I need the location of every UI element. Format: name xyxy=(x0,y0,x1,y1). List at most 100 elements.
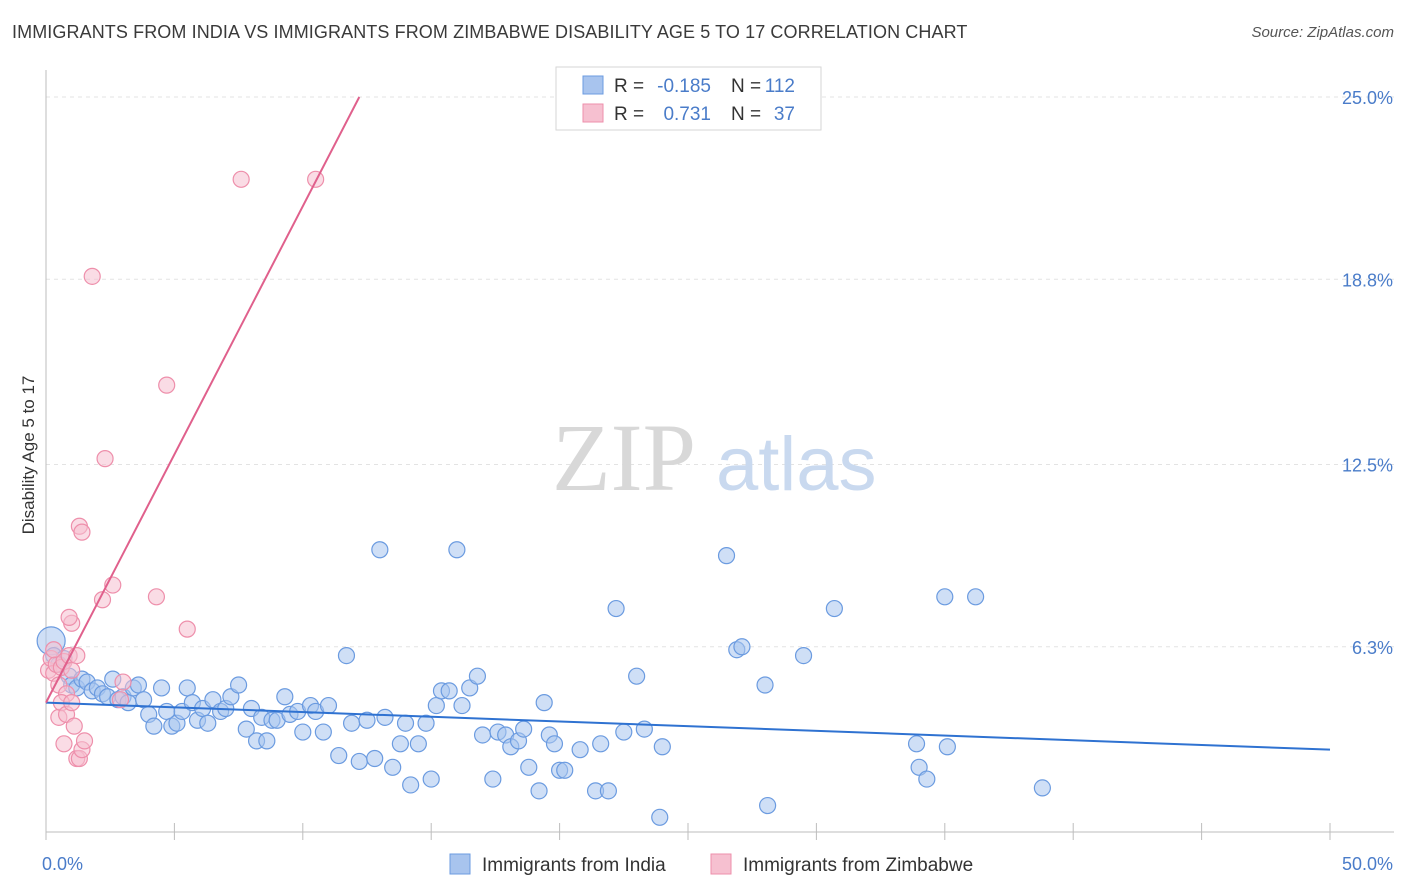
legend-r-label-india: R = xyxy=(614,76,644,97)
y-tick-label: 18.8% xyxy=(1342,270,1393,290)
zimbabwe-trend-line xyxy=(45,96,361,704)
india-point xyxy=(571,741,589,759)
india-point xyxy=(733,638,751,656)
zimbabwe-point xyxy=(65,717,83,735)
india-point xyxy=(178,679,196,697)
india-point xyxy=(409,735,427,753)
india-point xyxy=(152,679,171,697)
india-point xyxy=(607,599,625,618)
india-point xyxy=(384,758,402,776)
india-point xyxy=(1033,779,1051,797)
india-point xyxy=(350,752,368,771)
india-point xyxy=(468,667,487,685)
legend-n-value-zimbabwe: 37 xyxy=(774,104,795,125)
india-point xyxy=(319,696,338,715)
india-point xyxy=(376,708,394,726)
bottom-legend: Immigrants from India Immigrants from Zi… xyxy=(449,853,973,876)
india-point xyxy=(366,749,384,768)
correlation-legend: R = -0.185 N = 112 R = 0.731 N = 37 xyxy=(555,66,822,131)
legend-r-value-zimbabwe: 0.731 xyxy=(663,104,711,125)
india-point xyxy=(825,599,843,618)
india-point xyxy=(473,726,492,744)
india-point xyxy=(520,758,538,776)
india-point xyxy=(391,735,409,753)
zimbabwe-point xyxy=(147,588,166,606)
grid-lines xyxy=(46,96,1394,648)
legend-r-label-zimbabwe: R = xyxy=(614,104,644,125)
legend-n-value-india: 112 xyxy=(765,76,795,97)
india-point xyxy=(651,808,669,826)
x-tick-label: 50.0% xyxy=(1342,854,1393,874)
india-point xyxy=(615,723,633,741)
y-tick-label: 6.3% xyxy=(1352,638,1393,658)
y-axis-tick-labels: 6.3% 12.5% 18.8% 25.0% xyxy=(1342,88,1393,658)
india-point xyxy=(967,588,985,606)
india-point xyxy=(515,720,533,738)
india-point xyxy=(592,735,610,753)
india-point xyxy=(417,714,435,732)
india-point xyxy=(918,770,936,788)
india-points xyxy=(36,541,1051,826)
india-point xyxy=(448,541,466,559)
india-point xyxy=(628,667,646,685)
legend-swatch-zimbabwe xyxy=(582,103,604,123)
india-point xyxy=(440,682,458,700)
chart-source: Source: ZipAtlas.com xyxy=(1251,24,1394,41)
chart-title: IMMIGRANTS FROM INDIA VS IMMIGRANTS FROM… xyxy=(12,22,968,42)
india-point xyxy=(484,770,502,788)
india-point xyxy=(756,676,774,694)
india-point xyxy=(907,735,926,753)
x-tick-label: 0.0% xyxy=(42,854,83,874)
bottom-legend-swatch-india xyxy=(449,853,471,875)
zimbabwe-point xyxy=(75,732,94,750)
zimbabwe-point xyxy=(96,450,114,468)
india-point xyxy=(599,782,617,800)
india-point xyxy=(314,723,332,741)
india-point xyxy=(402,776,420,794)
zimbabwe-point xyxy=(158,376,176,394)
zimbabwe-point xyxy=(232,170,250,188)
bottom-legend-label-zimbabwe: Immigrants from Zimbabwe xyxy=(743,855,973,876)
y-tick-label: 12.5% xyxy=(1342,456,1393,476)
india-point xyxy=(535,694,553,712)
india-point xyxy=(145,717,163,735)
india-point xyxy=(717,547,736,565)
india-point xyxy=(330,746,348,765)
india-point xyxy=(358,711,376,729)
india-point xyxy=(371,541,389,559)
india-point xyxy=(453,696,471,715)
zimbabwe-point xyxy=(83,267,101,285)
india-point xyxy=(936,588,954,606)
legend-n-label-zimbabwe: N = xyxy=(731,104,761,125)
legend-n-label-india: N = xyxy=(731,76,761,97)
watermark-atlas: atlas xyxy=(716,422,877,507)
india-point xyxy=(794,646,813,665)
india-point xyxy=(545,735,564,753)
zimbabwe-point xyxy=(45,641,63,659)
bottom-legend-swatch-zimbabwe xyxy=(710,853,732,875)
zimbabwe-point xyxy=(73,523,91,541)
india-point xyxy=(258,732,276,750)
india-point xyxy=(653,738,671,756)
x-axis-tick-labels: 0.0% 50.0% xyxy=(42,854,1393,874)
india-point xyxy=(556,761,574,779)
india-point xyxy=(237,720,255,738)
x-axis-ticks xyxy=(45,823,1331,840)
zimbabwe-point xyxy=(178,620,196,638)
india-point xyxy=(427,696,445,715)
india-point xyxy=(938,738,956,756)
india-point xyxy=(230,676,248,694)
india-point xyxy=(396,714,415,732)
india-point xyxy=(129,676,148,694)
zimbabwe-point xyxy=(111,691,130,709)
india-point xyxy=(276,688,294,706)
india-point xyxy=(422,770,440,788)
india-point xyxy=(530,782,548,800)
india-trend-line xyxy=(45,701,1331,751)
trend-lines xyxy=(45,96,1331,751)
india-point xyxy=(337,646,356,665)
y-axis-title: Disability Age 5 to 17 xyxy=(19,376,38,535)
zimbabwe-point xyxy=(60,608,78,626)
india-point xyxy=(294,723,312,741)
